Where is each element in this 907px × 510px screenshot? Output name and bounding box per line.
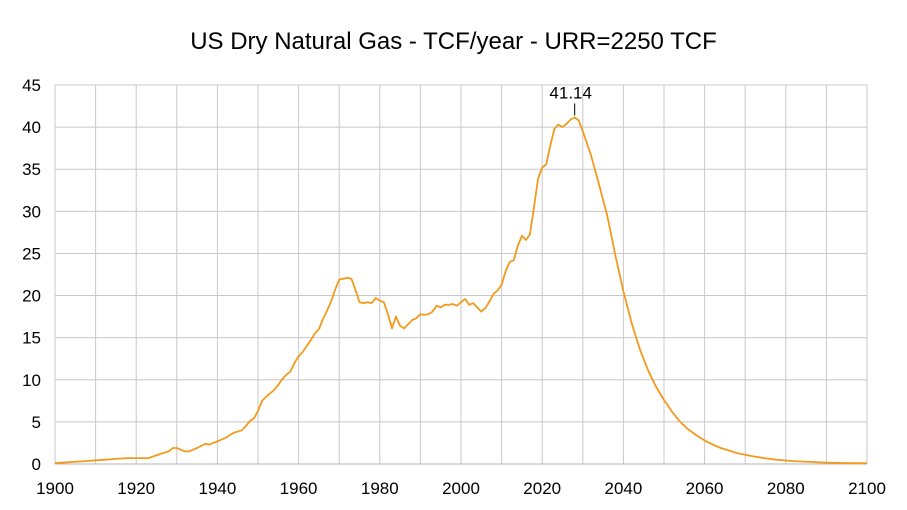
x-tick-label: 1980	[361, 479, 399, 498]
y-tick-label: 0	[32, 455, 41, 474]
series-line	[54, 116, 868, 465]
x-tick-label: 2100	[848, 479, 886, 498]
annotation-label: 41.14	[549, 84, 592, 103]
y-tick-label: 5	[32, 413, 41, 432]
x-tick-label: 2080	[767, 479, 805, 498]
x-tick-label: 2060	[686, 479, 724, 498]
x-tick-label: 1900	[36, 479, 74, 498]
y-tick-label: 15	[22, 329, 41, 348]
y-tick-label: 40	[22, 118, 41, 137]
x-axis-ticks: 1900 1920 1940 1960 1980 2000 2020 2040 2060 2080…	[36, 479, 886, 498]
annotation-group: 41.14	[549, 84, 592, 116]
x-tick-label: 1940	[198, 479, 236, 498]
x-tick-label: 2020	[523, 479, 561, 498]
x-tick-label: 2040	[604, 479, 642, 498]
y-tick-label: 20	[22, 287, 41, 306]
x-tick-label: 1920	[117, 479, 155, 498]
series-group	[54, 116, 868, 465]
y-tick-label: 35	[22, 160, 41, 179]
y-tick-label: 45	[22, 76, 41, 95]
y-axis-ticks: 0 5 10 15 20 25 30 35 40 45	[22, 76, 41, 474]
x-tick-label: 1960	[280, 479, 318, 498]
x-tick-label: 2000	[442, 479, 480, 498]
y-tick-label: 25	[22, 244, 41, 263]
grid-lines	[54, 84, 868, 465]
chart-title: US Dry Natural Gas - TCF/year - URR=2250…	[190, 28, 717, 55]
y-tick-label: 30	[22, 202, 41, 221]
y-tick-label: 10	[22, 371, 41, 390]
